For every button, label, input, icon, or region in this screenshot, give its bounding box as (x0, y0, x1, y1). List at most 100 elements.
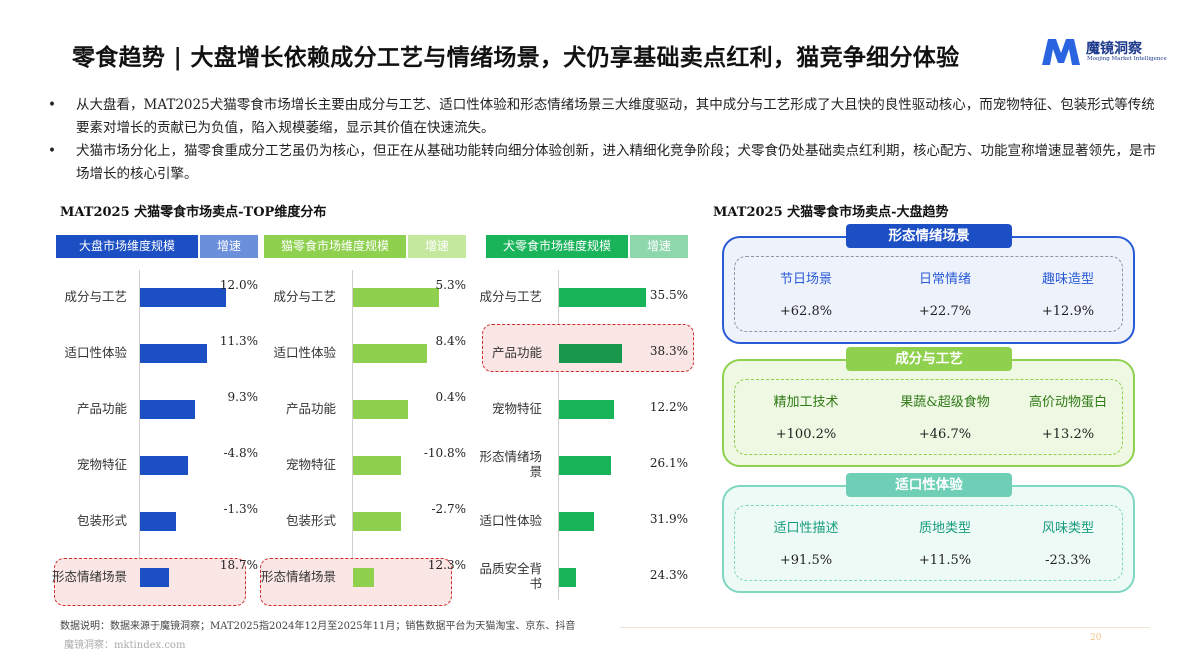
left-section-title: MAT2025 犬猫零食市场卖点-TOP维度分布 (60, 205, 327, 220)
category-label: 形态情绪场景 (52, 569, 128, 584)
bullet-text: 犬猫市场分化上，猫零食重成分工艺虽仍为核心，但正在从基础功能转向细分体验创新，进… (76, 143, 1156, 182)
chart-header: 犬零食市场维度规模 (486, 235, 628, 258)
value-bar (559, 288, 646, 307)
trend-panel (722, 485, 1135, 593)
category-label: 产品功能 (285, 401, 336, 416)
panel-item-label: 风味类型 (1041, 521, 1094, 536)
growth-value: 0.4% (435, 390, 467, 404)
category-label: 品质安全背书 (479, 561, 542, 591)
value-bar (140, 568, 169, 587)
value-bar (353, 456, 401, 475)
panel-tag: 成分与工艺 (846, 347, 1012, 371)
logo-subtitle: Moojing Market Intelligence (1087, 56, 1167, 62)
panel-tag: 形态情绪场景 (846, 224, 1012, 248)
category-label: 宠物特征 (285, 457, 336, 472)
chart-header: 大盘市场维度规模 (56, 235, 198, 258)
category-label: 产品功能 (491, 345, 542, 360)
chart-header: 猫零食市场维度规模 (264, 235, 406, 258)
chart-axis (139, 270, 140, 600)
growth-value: 12.3% (427, 558, 466, 572)
panel-item-value: +22.7% (918, 304, 972, 319)
panel-item-value: +62.8% (779, 304, 833, 319)
bullet-item: • 从大盘看，MAT2025犬猫零食市场增长主要由成分与工艺、适口性体验和形态情绪… (48, 97, 1155, 136)
category-label: 包装形式 (285, 513, 336, 528)
moojing-logo-icon (1042, 39, 1080, 65)
panel-item-value: -23.3% (1045, 553, 1091, 568)
value-bar (353, 512, 401, 531)
growth-value: 11.3% (219, 334, 258, 348)
value-bar (140, 288, 226, 307)
value-bar (353, 400, 408, 419)
value-bar (559, 344, 622, 363)
growth-value: 8.4% (435, 334, 467, 348)
panel-item-value: +11.5% (918, 553, 972, 568)
panel-item-label: 质地类型 (918, 521, 971, 536)
panel-item-value: +13.2% (1041, 427, 1095, 442)
panel-item-value: +100.2% (775, 427, 837, 442)
growth-value: -1.3% (223, 502, 258, 516)
panel-item-label: 趣味造型 (1041, 272, 1094, 287)
panel-item-label: 节日场景 (779, 272, 832, 287)
panel-item-label: 精加工技术 (773, 395, 839, 410)
category-label: 适口性体验 (273, 345, 336, 360)
growth-header: 增速 (630, 235, 688, 258)
growth-value: 5.3% (435, 278, 467, 292)
panel-item-value: +12.9% (1041, 304, 1095, 319)
value-bar (559, 400, 614, 419)
panel-item-label: 适口性描述 (773, 521, 839, 536)
panel-tag: 适口性体验 (846, 473, 1012, 497)
category-label: 形态情绪场景 (479, 449, 542, 479)
trend-panel (722, 359, 1135, 467)
footer-divider (620, 627, 1150, 628)
data-note: 数据说明：数据来源于魔镜洞察；MAT2025指2024年12月至2025年11月… (60, 621, 576, 632)
panel-item-value: +46.7% (918, 427, 972, 442)
bullet-item: • 犬猫市场分化上，猫零食重成分工艺虽仍为核心，但正在从基础功能转向细分体验创新，… (48, 143, 1156, 182)
value-bar (140, 344, 207, 363)
growth-value: 35.5% (649, 288, 688, 302)
growth-header: 增速 (408, 235, 466, 258)
growth-value: -4.8% (223, 446, 258, 460)
category-label: 包装形式 (76, 513, 127, 528)
category-label: 成分与工艺 (273, 289, 336, 304)
value-bar (353, 568, 374, 587)
panel-item-value: +91.5% (779, 553, 833, 568)
category-label: 宠物特征 (491, 401, 542, 416)
growth-header: 增速 (200, 235, 258, 258)
panel-item-label: 高价动物蛋白 (1028, 395, 1107, 410)
growth-value: 24.3% (649, 568, 688, 582)
growth-value: 31.9% (649, 512, 688, 526)
chart-axis (352, 270, 353, 600)
category-label: 成分与工艺 (479, 289, 542, 304)
logo-name: 魔镜洞察 (1086, 41, 1142, 57)
trend-panel (722, 236, 1135, 344)
growth-value: -2.7% (431, 502, 466, 516)
trend-panel-inner (734, 505, 1123, 581)
growth-value: 18.7% (219, 558, 258, 572)
value-bar (559, 568, 576, 587)
growth-value: 12.0% (219, 278, 258, 292)
growth-value: 12.2% (649, 400, 688, 414)
value-bar (140, 512, 176, 531)
page-title: 零食趋势 | 大盘增长依赖成分工艺与情绪场景，犬仍享基础卖点红利，猫竞争细分体验 (72, 44, 960, 71)
category-label: 产品功能 (76, 401, 127, 416)
chart-axis (558, 270, 559, 600)
category-label: 宠物特征 (76, 457, 127, 472)
category-label: 成分与工艺 (64, 289, 127, 304)
panel-item-label: 日常情绪 (918, 272, 971, 287)
page-number: 20 (1090, 633, 1102, 643)
panel-item-label: 果蔬&超级食物 (900, 395, 990, 410)
footer-source: 魔镜洞察：mktindex.com (64, 640, 186, 651)
category-label: 适口性体验 (479, 513, 542, 528)
value-bar (353, 288, 439, 307)
value-bar (353, 344, 427, 363)
value-bar (559, 512, 594, 531)
right-section-title: MAT2025 犬猫零食市场卖点-大盘趋势 (713, 205, 949, 220)
trend-panel-inner (734, 256, 1123, 332)
trend-panel-inner (734, 379, 1123, 455)
value-bar (140, 400, 195, 419)
value-bar (559, 456, 611, 475)
growth-value: 26.1% (649, 456, 688, 470)
bullet-text: 从大盘看，MAT2025犬猫零食市场增长主要由成分与工艺、适口性体验和形态情绪场… (76, 97, 1155, 136)
summary-bullets: • 从大盘看，MAT2025犬猫零食市场增长主要由成分与工艺、适口性体验和形态情绪… (48, 94, 1158, 186)
growth-value: 38.3% (649, 344, 688, 358)
